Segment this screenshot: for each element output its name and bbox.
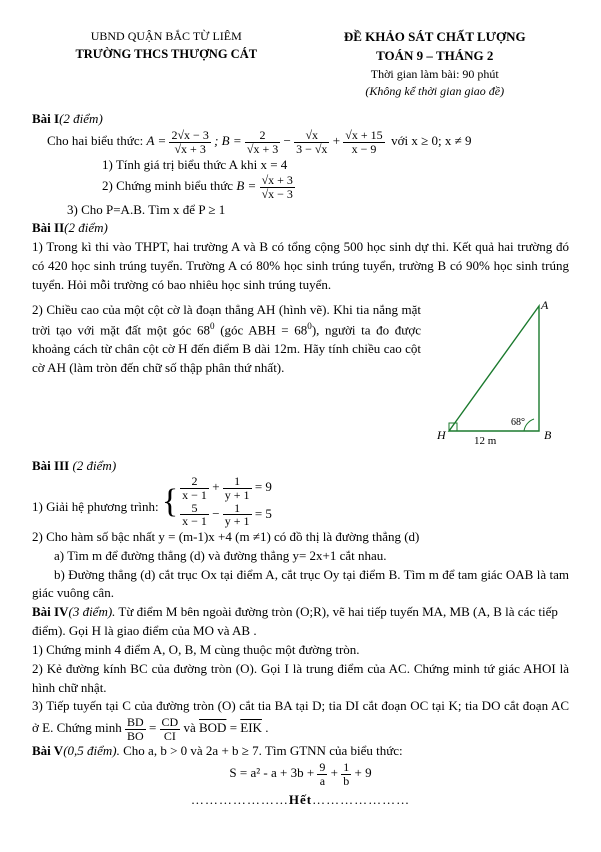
bai2-pts: (2 điểm) <box>64 220 108 235</box>
header-left: UBND QUẬN BẮC TỪ LIÊM TRƯỜNG THCS THƯỢNG… <box>32 28 301 100</box>
fig-label-B: B <box>544 428 552 442</box>
bai4-ang2: EIK <box>240 720 262 735</box>
bai3-q1: 1) Giải hệ phương trình: <box>32 500 159 515</box>
sys-e2b-num: 1 <box>223 502 252 516</box>
header: UBND QUẬN BẮC TỪ LIÊM TRƯỜNG THCS THƯỢNG… <box>32 28 569 100</box>
expr-Bres: B = √x + 3√x − 3 <box>236 178 295 193</box>
bai5-expr-mid: + <box>331 765 342 780</box>
end-text: Hết <box>289 792 312 807</box>
fig-label-A: A <box>540 301 549 312</box>
bai5-text: Cho a, b > 0 và 2a + b ≥ 7. Tìm GTNN của… <box>120 743 403 758</box>
bai4-fr1-num: BD <box>125 716 146 730</box>
bai4-q3c: . <box>262 720 269 735</box>
bai3-q2b: b) Đường thẳng (d) cắt trục Ox tại điểm … <box>32 566 569 604</box>
bai4-q3a: 3) Tiếp tuyến tại C của đường tròn (O) c… <box>32 698 569 735</box>
bai4-q3b: và <box>183 720 199 735</box>
end-marker: …………………Hết………………… <box>32 791 569 810</box>
expr-B: ; B = 2√x + 3 − √x3 − √x + √x + 15x − 9 <box>214 133 388 148</box>
expr-Bres-den: √x − 3 <box>260 188 295 201</box>
bai3-q2b-text: b) Đường thẳng (d) cắt trục Ox tại điểm … <box>32 567 569 601</box>
bai4-title: Bài IV <box>32 604 68 619</box>
bai3-q2: 2) Cho hàm số bậc nhất y = (m-1)x +4 (m … <box>32 528 569 547</box>
bai5-expr-lead: S = a² - a + 3b + <box>229 765 317 780</box>
bai5-f2-num: 1 <box>341 761 351 775</box>
sys-e2a-num: 5 <box>180 502 209 516</box>
bai1-q2-row: 2) Chứng minh biểu thức B = √x + 3√x − 3 <box>102 174 569 200</box>
system-eq: { 2x − 1 + 1y + 1 = 9 5x − 1 − 1y + 1 = … <box>162 475 272 527</box>
bai5-expr-tail: + 9 <box>355 765 372 780</box>
expr-A-num: 2√x − 3 <box>169 129 210 143</box>
expr-Bres-num: √x + 3 <box>260 174 295 188</box>
bai4-fr2-num: CD <box>160 716 181 730</box>
expr-B1-den: √x + 3 <box>245 143 280 156</box>
bai1-cond: với x ≥ 0; x ≠ 9 <box>391 133 471 148</box>
expr-B2-den: 3 − √x <box>294 143 329 156</box>
fig-label-H: H <box>436 428 447 442</box>
bai5-pts: (0,5 điểm). <box>63 743 120 758</box>
sys-e1b-den: y + 1 <box>223 489 252 502</box>
sys-e1a-den: x − 1 <box>180 489 209 502</box>
expr-A: A = 2√x − 3√x + 3 <box>146 133 214 148</box>
bai3-q1-row: 1) Giải hệ phương trình: { 2x − 1 + 1y +… <box>32 475 569 527</box>
exam-title: ĐỀ KHẢO SÁT CHẤT LƯỢNG <box>301 28 570 47</box>
expr-B-eq: ; B = <box>214 133 242 148</box>
bai5-expr: S = a² - a + 3b + 9a + 1b + 9 <box>32 761 569 787</box>
exam-subject: TOÁN 9 – THÁNG 2 <box>301 47 570 66</box>
bai4-q1: 1) Chứng minh 4 điểm A, O, B, M cùng thu… <box>32 641 569 660</box>
triangle-figure: A H B 12 m 68° <box>429 301 569 457</box>
bai4-fr2-den: CI <box>160 730 181 743</box>
exam-note: (Không kể thời gian giao đề) <box>301 83 570 100</box>
bai3-q2a: a) Tìm m để đường thẳng (d) và đường thẳ… <box>54 547 569 566</box>
bai1-q2: 2) Chứng minh biểu thức <box>102 178 233 193</box>
bai1-intro-row: Cho hai biểu thức: A = 2√x − 3√x + 3 ; B… <box>47 129 569 155</box>
bai1-pts: (2 điểm) <box>59 111 103 126</box>
bai5-f2-den: b <box>341 775 351 788</box>
exam-time: Thời gian làm bài: 90 phút <box>301 66 570 83</box>
expr-A-den: √x + 3 <box>169 143 210 156</box>
sys-e2-rhs: = 5 <box>255 506 272 521</box>
expr-B1-num: 2 <box>245 129 280 143</box>
bai3-title: Bài III <box>32 458 69 473</box>
bai1-intro: Cho hai biểu thức: <box>47 133 143 148</box>
bai1-title: Bài I <box>32 111 59 126</box>
sys-e2a-den: x − 1 <box>180 515 209 528</box>
sys-e1b-num: 1 <box>223 475 252 489</box>
sys-e1a-num: 2 <box>180 475 209 489</box>
bai2-p1: 1) Trong kì thi vào THPT, hai trường A v… <box>32 238 569 295</box>
bai4-pts: (3 điểm). <box>68 604 115 619</box>
bai5-f1-den: a <box>317 775 327 788</box>
sys-e1-rhs: = 9 <box>255 480 272 495</box>
bai1-q3: 3) Cho P=A.B. Tìm x để P ≥ 1 <box>67 201 569 220</box>
issuer-line1: UBND QUẬN BẮC TỪ LIÊM <box>32 28 301 45</box>
bai3-pts: (2 điểm) <box>69 458 116 473</box>
expr-B3-den: x − 9 <box>343 143 384 156</box>
header-right: ĐỀ KHẢO SÁT CHẤT LƯỢNG TOÁN 9 – THÁNG 2 … <box>301 28 570 100</box>
issuer-line2: TRƯỜNG THCS THƯỢNG CÁT <box>32 45 301 63</box>
expr-Bres-eq: B = <box>236 178 256 193</box>
fig-label-len: 12 m <box>474 435 497 447</box>
expr-A-eq: A = <box>146 133 166 148</box>
expr-B3-num: √x + 15 <box>343 129 384 143</box>
bai4-fr1-den: BO <box>125 730 146 743</box>
bai4-q2: 2) Kẻ đường kính BC của đường tròn (O). … <box>32 660 569 698</box>
bai2-p2b: (góc ABH = 68 <box>215 322 308 337</box>
bai1-q1: 1) Tính giá trị biểu thức A khi x = 4 <box>102 156 569 175</box>
bai2-p2: 2) Chiều cao của một cột cờ là đoạn thẳn… <box>32 301 429 457</box>
bai5-f1-num: 9 <box>317 761 327 775</box>
bai2-title: Bài II <box>32 220 64 235</box>
bai5-title: Bài V <box>32 743 63 758</box>
sys-e2b-den: y + 1 <box>223 515 252 528</box>
bai4-ang1: BOD <box>199 720 226 735</box>
expr-B2-num: √x <box>294 129 329 143</box>
bai4-q3: 3) Tiếp tuyến tại C của đường tròn (O) c… <box>32 697 569 742</box>
fig-label-ang: 68° <box>511 417 525 428</box>
